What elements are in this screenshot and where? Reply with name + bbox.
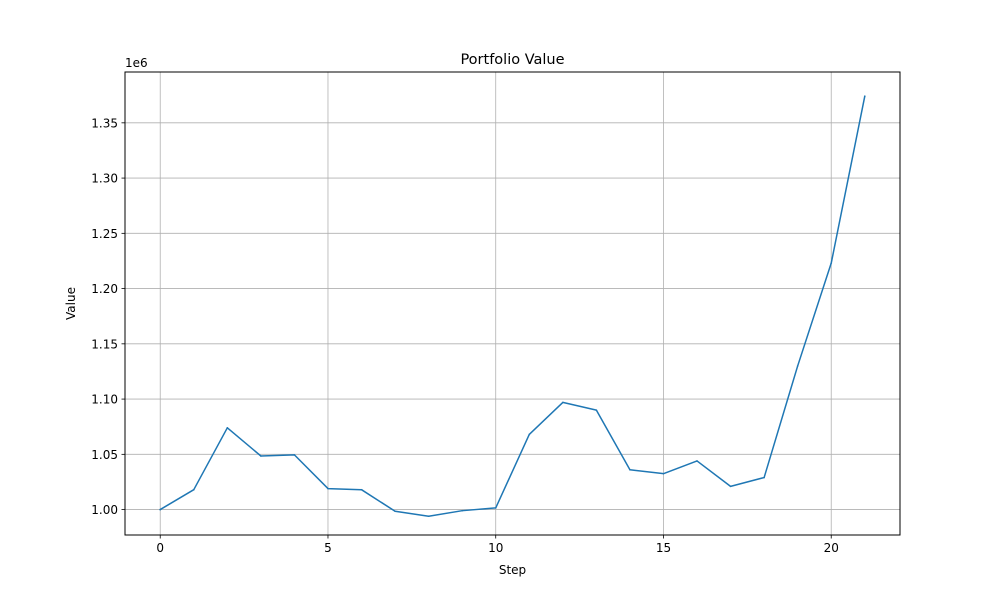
data-point (763, 476, 765, 479)
data-point (662, 472, 665, 475)
series-line (159, 95, 866, 517)
data-point (461, 509, 463, 512)
data-point (394, 510, 396, 513)
data-point (595, 409, 598, 411)
data-point (360, 488, 363, 491)
grid-lines (125, 72, 900, 535)
data-point (427, 515, 430, 518)
data-point (494, 507, 497, 509)
data-point (729, 485, 732, 488)
x-tick-label: 5 (324, 541, 332, 555)
plot-area-frame (124, 71, 901, 536)
data-point (796, 365, 799, 367)
y-tick-label: 1.20 (91, 282, 118, 296)
data-point (696, 460, 698, 462)
chart-title: Portfolio Value (460, 52, 564, 68)
y-tick-label: 1.10 (91, 393, 118, 407)
data-point (629, 469, 631, 471)
y-tick-label: 1.30 (91, 172, 118, 186)
x-tick-label: 15 (656, 541, 671, 555)
data-point (327, 487, 329, 490)
y-offset-label: 1e6 (125, 56, 148, 70)
data-point (293, 454, 296, 456)
y-axis-title: Value (64, 287, 78, 320)
data-point (863, 95, 866, 98)
x-tick-label: 10 (488, 541, 503, 555)
data-point (562, 401, 564, 404)
y-tick-label: 1.35 (91, 116, 118, 130)
x-axis-ticks: 0 5 10 15 20 (156, 535, 839, 555)
data-point (830, 262, 833, 264)
x-tick-label: 0 (156, 541, 164, 555)
y-tick-label: 1.00 (91, 503, 118, 517)
x-tick-label: 20 (824, 541, 839, 555)
data-point (159, 508, 162, 511)
y-axis-ticks: 1.00 1.05 1.10 1.15 1.20 1.25 1.30 1.35 (91, 116, 125, 517)
data-point (528, 433, 531, 436)
series-layer (159, 95, 866, 518)
y-tick-label: 1.15 (91, 337, 118, 351)
data-point (192, 488, 195, 491)
y-tick-label: 1.05 (91, 448, 118, 462)
data-point (260, 455, 262, 457)
x-axis-title: Step (499, 563, 526, 577)
data-point (226, 427, 229, 429)
y-tick-label: 1.25 (91, 227, 118, 241)
